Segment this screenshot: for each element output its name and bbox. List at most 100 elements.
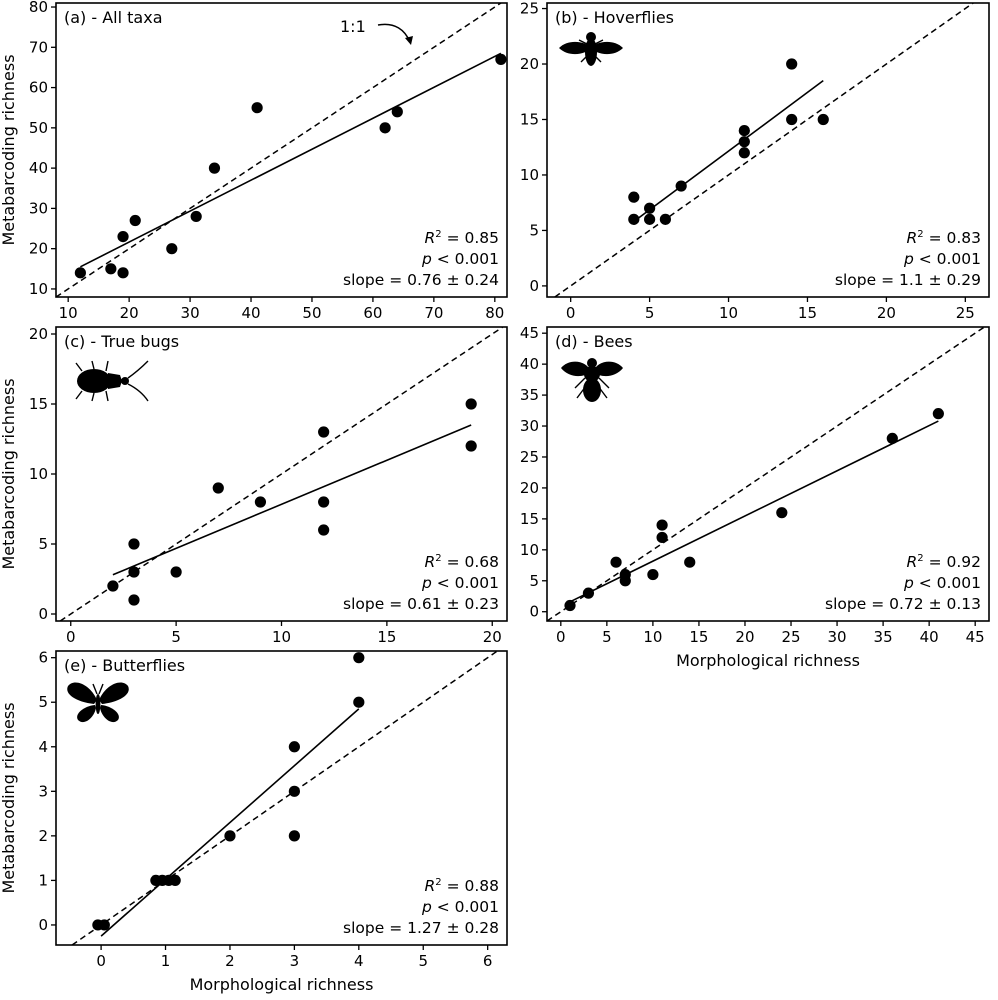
reference-line-1-1 [554, 3, 974, 297]
true-bug-icon [75, 360, 149, 402]
data-point [169, 874, 181, 887]
y-tick-label: 40 [29, 159, 48, 177]
x-tick-label: 40 [920, 628, 939, 646]
x-tick-label: 25 [781, 628, 800, 646]
y-tick-label: 1 [38, 871, 48, 889]
data-point [495, 53, 507, 65]
data-point [465, 440, 477, 452]
x-tick-label: 4 [354, 952, 364, 970]
y-axis-title: Metabarcoding richness [0, 378, 18, 569]
data-point [786, 113, 798, 126]
x-tick-label: 60 [363, 304, 382, 322]
x-tick-label: 70 [424, 304, 443, 322]
stat-slope: slope = 0.76 ± 0.24 [343, 271, 499, 289]
y-tick-label: 5 [529, 221, 539, 239]
reference-line-1-1 [59, 327, 504, 621]
y-tick-label: 10 [520, 166, 539, 184]
data-point [288, 785, 300, 797]
data-point [212, 482, 224, 494]
x-tick-label: 40 [241, 304, 260, 322]
x-tick-label: 80 [485, 304, 504, 322]
data-point [738, 124, 750, 137]
y-tick-label: 5 [38, 693, 48, 711]
data-point [656, 531, 668, 544]
data-point [318, 496, 330, 508]
y-tick-label: 4 [38, 738, 48, 756]
stat-slope: slope = 0.61 ± 0.23 [343, 595, 499, 613]
y-tick-label: 0 [38, 916, 48, 934]
data-point [628, 213, 640, 225]
y-tick-label: 40 [520, 355, 539, 373]
stat-slope: slope = 0.72 ± 0.13 [825, 595, 981, 613]
y-tick-label: 25 [520, 0, 539, 18]
y-tick-label: 2 [38, 827, 48, 845]
data-point [251, 102, 263, 114]
data-point [610, 556, 622, 568]
y-axis-title: Metabarcoding richness [0, 54, 18, 245]
y-tick-label: 80 [29, 0, 48, 16]
data-point [288, 830, 300, 842]
data-point [465, 398, 477, 410]
y-tick-label: 15 [520, 510, 539, 528]
stat-r-squared: R2 = 0.92 [906, 553, 981, 571]
data-point [675, 180, 687, 192]
data-point [170, 566, 182, 578]
x-axis-title: Morphological richness [676, 651, 860, 670]
data-point [932, 408, 944, 420]
data-point [647, 568, 659, 581]
data-point [98, 919, 110, 931]
x-tick-label: 0 [566, 304, 576, 322]
x-tick-label: 20 [483, 628, 502, 646]
y-tick-label: 0 [38, 605, 48, 623]
data-point [656, 519, 668, 531]
y-tick-label: 5 [529, 572, 539, 590]
x-tick-label: 35 [874, 628, 893, 646]
y-tick-label: 30 [520, 417, 539, 435]
data-point [117, 267, 129, 279]
data-point [117, 230, 129, 243]
y-tick-label: 70 [29, 38, 48, 56]
y-tick-label: 30 [29, 199, 48, 217]
x-tick-label: 20 [735, 628, 754, 646]
data-point [379, 122, 391, 134]
x-tick-label: 20 [120, 304, 139, 322]
panel-d: 0 5 10 15 20 25 30 35 40 45 0 5 10 15 20 25 30 35 40 45 (d) … [520, 324, 990, 670]
x-tick-label: 0 [556, 628, 566, 646]
regression-line [100, 708, 360, 937]
data-point [738, 136, 750, 148]
panel-b: 0 5 10 15 20 25 0 5 10 15 20 25 (b) - Hoverflies R2 =… [520, 0, 990, 322]
stat-r-squared: R2 = 0.83 [906, 229, 981, 247]
x-tick-label: 6 [483, 952, 493, 970]
x-tick-label: 10 [643, 628, 662, 646]
data-point [391, 106, 403, 118]
data-point [129, 214, 141, 227]
data-point [254, 496, 267, 508]
y-tick-label: 25 [520, 448, 539, 466]
data-point [353, 696, 365, 708]
panel-title: (e) - Butterflies [64, 656, 185, 675]
x-tick-label: 45 [966, 628, 985, 646]
x-tick-label: 0 [96, 952, 106, 970]
x-tick-label: 15 [689, 628, 708, 646]
data-point [288, 741, 300, 753]
stat-r-squared: R2 = 0.88 [424, 877, 499, 895]
y-tick-label: 20 [520, 55, 539, 73]
y-tick-label: 45 [520, 324, 539, 342]
x-tick-label: 30 [181, 304, 200, 322]
data-point [74, 267, 86, 279]
panel-title: (b) - Hoverflies [555, 8, 674, 27]
y-tick-label: 50 [29, 119, 48, 137]
y-tick-label: 20 [520, 479, 539, 497]
x-tick-label: 5 [171, 628, 181, 646]
y-tick-label: 35 [520, 386, 539, 404]
x-tick-label: 2 [225, 952, 235, 970]
y-tick-label: 10 [29, 280, 48, 298]
y-tick-label: 0 [529, 277, 539, 295]
butterfly-icon [67, 682, 129, 723]
y-tick-label: 60 [29, 79, 48, 97]
x-tick-label: 25 [956, 304, 975, 322]
data-point [738, 147, 750, 159]
data-point [886, 432, 898, 445]
x-tick-label: 5 [645, 304, 655, 322]
x-tick-label: 10 [59, 304, 78, 322]
